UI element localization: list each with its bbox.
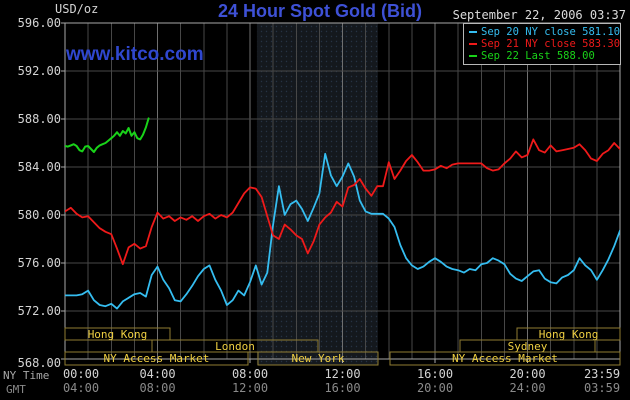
session-label: Sydney	[508, 340, 548, 353]
session-label: London	[215, 340, 255, 353]
y-axis-tick-label: 596.00	[18, 16, 61, 30]
session-box	[64, 351, 249, 366]
y-axis-tick-label: 576.00	[18, 256, 61, 270]
session-label: Hong Kong	[539, 328, 599, 341]
x-axis-ny-time-label: NY Time	[3, 369, 50, 382]
session-label: Hong Kong	[88, 328, 148, 341]
x-axis-gmt-tick-label: 20:00	[417, 381, 453, 395]
page-title: 24 Hour Spot Gold (Bid)	[218, 1, 422, 21]
y-axis-tick-label: 568.00	[18, 356, 61, 370]
y-axis-tick-label: 592.00	[18, 64, 61, 78]
session-box	[389, 351, 621, 366]
x-axis-ny-tick-label: 08:00	[232, 367, 268, 381]
legend-label-sep22: Sep 22 Last 588.00	[481, 50, 595, 62]
legend-dash-sep21	[469, 43, 477, 45]
legend-dash-sep22	[469, 55, 477, 57]
x-axis-gmt-tick-label: 04:00	[63, 381, 99, 395]
session-label: NY Access Market	[103, 352, 209, 365]
chart-datetime: September 22, 2006 03:37	[452, 8, 626, 22]
legend-box: Sep 20 NY close 581.10 Sep 21 NY close 5…	[463, 23, 621, 65]
x-axis-ny-tick-label: 16:00	[417, 367, 453, 381]
x-axis-ny-tick-label: 20:00	[509, 367, 545, 381]
y-axis-tick-label: 572.00	[18, 304, 61, 318]
x-axis-ny-tick-label: 23:59	[584, 367, 620, 381]
session-label: NY Access Market	[452, 352, 558, 365]
y-axis-units-label: USD/oz	[55, 2, 99, 16]
session-box	[64, 327, 171, 341]
legend-item-sep21: Sep 21 NY close 583.30	[469, 38, 621, 50]
x-axis-ny-tick-label: 00:00	[63, 367, 99, 381]
legend-item-sep22: Sep 22 Last 588.00	[469, 50, 618, 62]
x-axis-gmt-tick-label: 03:59	[584, 381, 620, 395]
price-line-sep20	[65, 152, 620, 310]
x-axis-ny-tick-label: 12:00	[324, 367, 360, 381]
x-axis-gmt-tick-label: 12:00	[232, 381, 268, 395]
legend-dash-sep20	[469, 31, 477, 33]
price-line-sep21	[65, 138, 620, 266]
price-line-sep22	[65, 117, 150, 153]
kitco-watermark: www.kitco.com	[66, 44, 204, 65]
session-box	[257, 351, 379, 366]
x-axis-gmt-tick-label: 16:00	[324, 381, 360, 395]
x-axis-ny-tick-label: 04:00	[139, 367, 175, 381]
legend-label-sep21: Sep 21 NY close 583.30	[481, 38, 621, 50]
x-axis-gmt-tick-label: 08:00	[139, 381, 175, 395]
legend-item-sep20: Sep 20 NY close 581.10	[469, 26, 621, 38]
ny-session-shaded-band	[256, 23, 378, 365]
x-axis-gmt-label: GMT	[6, 383, 26, 396]
y-axis-tick-label: 584.00	[18, 160, 61, 174]
x-axis-gmt-tick-label: 24:00	[509, 381, 545, 395]
y-axis-tick-label: 580.00	[18, 208, 61, 222]
y-axis-tick-label: 588.00	[18, 112, 61, 126]
legend-label-sep20: Sep 20 NY close 581.10	[481, 26, 621, 38]
session-label: New York	[291, 352, 344, 365]
